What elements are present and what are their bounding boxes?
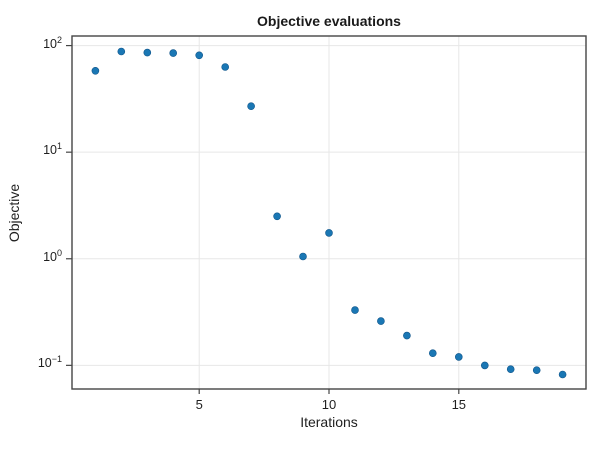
data-point (273, 212, 281, 221)
y-tick-label: 100 (43, 247, 62, 264)
data-point (91, 67, 100, 75)
data-point (480, 361, 489, 370)
y-tick-label: 10−1 (37, 354, 62, 371)
data-point (428, 349, 437, 358)
data-point (195, 51, 203, 60)
data-point (299, 252, 307, 261)
x-axis-label: Iterations (300, 414, 358, 430)
data-point (325, 229, 333, 237)
x-tick-label: 10 (321, 397, 337, 412)
data-point (169, 49, 177, 57)
data-point (117, 47, 126, 56)
y-tick-label: 102 (43, 34, 62, 51)
data-point (558, 370, 567, 379)
data-point (403, 331, 411, 340)
y-axis-label: Objective (6, 183, 22, 243)
data-point (143, 48, 152, 57)
x-tick-label: 5 (195, 397, 203, 412)
chart-title: Objective evaluations (257, 13, 401, 29)
data-point (454, 353, 463, 361)
x-tick-label: 15 (451, 397, 467, 412)
data-point (247, 102, 255, 110)
y-tick-label: 101 (43, 141, 62, 158)
data-point (377, 317, 385, 325)
data-point (532, 366, 541, 375)
data-point (506, 365, 515, 374)
data-point (351, 306, 359, 314)
data-point (221, 63, 229, 71)
plot-spines (71, 35, 587, 390)
